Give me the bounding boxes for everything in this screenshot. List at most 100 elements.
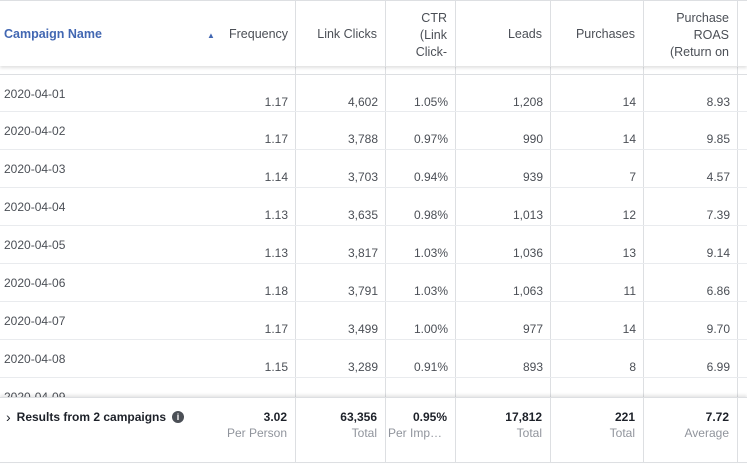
- cell-campaign-name: 2020-04-06: [4, 276, 66, 290]
- summary-value: 63,356: [340, 410, 377, 424]
- column-header-ctr[interactable]: CTR (Link Click-: [386, 1, 456, 67]
- cell-purchase-roas: 7.39: [706, 208, 730, 222]
- cell-purchases: 12: [622, 208, 636, 222]
- cell-link-clicks: 4,602: [347, 95, 378, 109]
- table-body: 2020-04-01 1.17 4,602 1.05% 1,208 14 8.93 2020-…: [0, 74, 747, 416]
- results-label: Results from 2 campaigns: [16, 410, 167, 424]
- divider: [296, 0, 386, 462]
- cell-purchases: 14: [622, 95, 636, 109]
- cell-link-clicks: 3,788: [347, 132, 378, 146]
- cell-leads: 893: [522, 360, 543, 374]
- cell-frequency: 1.13: [264, 208, 288, 222]
- divider: [0, 0, 296, 462]
- cell-ctr: 1.00%: [413, 322, 448, 336]
- cell-leads: 1,063: [512, 284, 543, 298]
- column-header-purchase-roas[interactable]: Purchase ROAS (Return on: [644, 1, 738, 67]
- expand-results-button[interactable]: › Results from 2 campaigns i: [6, 409, 185, 425]
- cell-purchase-roas: 6.99: [706, 360, 730, 374]
- cell-purchases: 8: [629, 360, 636, 374]
- cell-purchase-roas: 9.70: [706, 322, 730, 336]
- cell-frequency: 1.17: [264, 132, 288, 146]
- results-summary-row: › Results from 2 campaigns i 3.02 Per Per…: [0, 397, 747, 463]
- header-label: Purchase ROAS (Return on: [669, 11, 729, 59]
- summary-purchase-roas: 7.72 Average: [644, 398, 738, 463]
- divider: [386, 0, 456, 462]
- cell-leads: 939: [522, 170, 543, 184]
- cell-campaign-name: 2020-04-02: [4, 124, 66, 138]
- cell-leads: 990: [522, 132, 543, 146]
- divider: [644, 0, 738, 462]
- cell-link-clicks: 3,635: [347, 208, 378, 222]
- summary-value: 0.95%: [412, 410, 447, 424]
- summary-value: 17,812: [505, 410, 542, 424]
- table-row[interactable]: 2020-04-07 1.17 3,499 1.00% 977 14 9.70: [0, 302, 747, 340]
- column-header-leads[interactable]: Leads: [456, 1, 551, 67]
- cell-ctr: 0.97%: [413, 132, 448, 146]
- table-row[interactable]: 2020-04-03 1.14 3,703 0.94% 939 7 4.57: [0, 150, 747, 188]
- summary-label: Per Imp…: [388, 426, 443, 440]
- table-row[interactable]: 2020-04-08 1.15 3,289 0.91% 893 8 6.99: [0, 340, 747, 378]
- table-row[interactable]: 2020-04-06 1.18 3,791 1.03% 1,063 11 6.86: [0, 264, 747, 302]
- cell-purchase-roas: 9.85: [706, 132, 730, 146]
- table-header: Campaign Name ▲ Frequency Link Clicks CT…: [0, 0, 747, 67]
- cell-purchase-roas: 9.14: [706, 246, 730, 260]
- summary-label: Total: [351, 426, 377, 440]
- summary-label: Total: [609, 426, 635, 440]
- cell-link-clicks: 3,499: [347, 322, 378, 336]
- cell-ctr: 1.03%: [413, 246, 448, 260]
- cell-campaign-name: 2020-04-04: [4, 200, 66, 214]
- header-label: Leads: [507, 26, 542, 41]
- cell-purchases: 11: [623, 284, 636, 298]
- cell-frequency: 1.18: [264, 284, 288, 298]
- column-header-link-clicks[interactable]: Link Clicks: [296, 1, 386, 67]
- cell-leads: 1,036: [512, 246, 543, 260]
- cell-ctr: 0.91%: [413, 360, 448, 374]
- summary-value: 7.72: [705, 410, 729, 424]
- cell-campaign-name: 2020-04-05: [4, 238, 66, 252]
- header-label: Purchases: [575, 26, 635, 41]
- cell-purchase-roas: 4.57: [706, 170, 730, 184]
- divider: [456, 0, 551, 462]
- column-header-purchases[interactable]: Purchases: [551, 1, 644, 67]
- table-row[interactable]: 2020-04-02 1.17 3,788 0.97% 990 14 9.85: [0, 112, 747, 150]
- sort-ascending-icon[interactable]: ▲: [207, 31, 215, 40]
- table-row[interactable]: 2020-04-04 1.13 3,635 0.98% 1,013 12 7.39: [0, 188, 747, 226]
- summary-label: Average: [684, 426, 729, 440]
- column-header-campaign-name[interactable]: Campaign Name: [0, 1, 220, 67]
- summary-value: 221: [614, 410, 635, 424]
- column-header-frequency[interactable]: Frequency: [220, 1, 296, 67]
- cell-link-clicks: 3,703: [347, 170, 378, 184]
- summary-label: Total: [516, 426, 542, 440]
- cell-link-clicks: 3,791: [347, 284, 378, 298]
- summary-frequency: 3.02 Per Person: [220, 398, 296, 463]
- table-row[interactable]: 2020-04-05 1.13 3,817 1.03% 1,036 13 9.14: [0, 226, 747, 264]
- cell-link-clicks: 3,289: [347, 360, 378, 374]
- cell-campaign-name: 2020-04-01: [4, 87, 66, 101]
- header-label: Frequency: [229, 26, 289, 41]
- cell-leads: 1,013: [512, 208, 543, 222]
- cell-ctr: 0.94%: [413, 170, 448, 184]
- table-row[interactable]: 2020-04-01 1.17 4,602 1.05% 1,208 14 8.93: [0, 74, 747, 112]
- summary-purchases: 221 Total: [551, 398, 644, 463]
- cell-ctr: 0.98%: [413, 208, 448, 222]
- cell-purchase-roas: 6.86: [706, 284, 730, 298]
- cell-frequency: 1.17: [264, 322, 288, 336]
- cell-purchases: 14: [622, 132, 636, 146]
- header-label: Link Clicks: [317, 26, 377, 41]
- cell-purchase-roas: 8.93: [706, 95, 730, 109]
- cell-ctr: 1.05%: [413, 95, 448, 109]
- cell-purchases: 13: [622, 246, 636, 260]
- cell-frequency: 1.17: [264, 95, 288, 109]
- cell-frequency: 1.13: [264, 246, 288, 260]
- cell-leads: 977: [522, 322, 543, 336]
- header-label: Campaign Name: [4, 26, 102, 41]
- cell-campaign-name: 2020-04-07: [4, 314, 66, 328]
- cell-purchases: 7: [629, 170, 636, 184]
- info-icon[interactable]: i: [172, 411, 185, 423]
- cell-campaign-name: 2020-04-08: [4, 352, 66, 366]
- summary-leads: 17,812 Total: [456, 398, 551, 463]
- summary-ctr: 0.95% Per Imp…: [386, 398, 456, 463]
- cell-frequency: 1.15: [264, 360, 288, 374]
- header-label: CTR (Link Click-: [415, 11, 447, 59]
